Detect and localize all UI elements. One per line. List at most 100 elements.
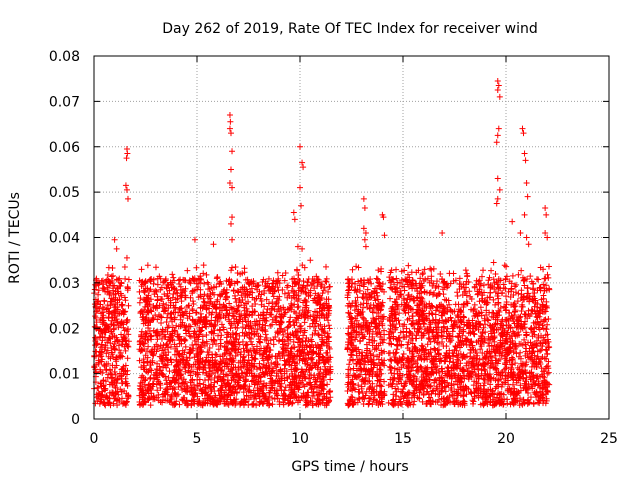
data-point: [448, 307, 455, 314]
data-point: [327, 394, 334, 401]
data-point: [100, 319, 107, 326]
data-point: [211, 327, 218, 334]
data-point: [285, 337, 292, 344]
data-point: [190, 287, 197, 294]
data-point: [106, 291, 113, 298]
data-point: [218, 332, 225, 339]
data-point: [184, 267, 191, 274]
data-point: [252, 349, 259, 356]
data-point: [145, 368, 152, 375]
data-point: [290, 338, 297, 345]
data-point: [517, 349, 524, 356]
data-point: [257, 365, 264, 372]
data-point: [109, 362, 116, 369]
data-point: [308, 365, 315, 372]
data-point: [275, 287, 282, 294]
data-point: [323, 263, 330, 270]
data-point: [159, 296, 166, 303]
data-point: [152, 264, 159, 271]
data-point: [114, 318, 121, 325]
data-point: [93, 341, 100, 348]
data-point: [167, 356, 174, 363]
data-point: [167, 395, 174, 402]
data-point: [95, 298, 102, 305]
data-point: [232, 370, 239, 377]
data-point: [122, 347, 129, 354]
data-point: [324, 381, 331, 388]
data-point: [295, 303, 302, 310]
data-point: [118, 301, 125, 308]
data-point: [98, 310, 105, 317]
data-point: [422, 276, 429, 283]
data-point: [175, 384, 182, 391]
data-point: [393, 346, 400, 353]
data-point: [106, 381, 113, 388]
data-point: [123, 328, 130, 335]
data-point: [273, 391, 280, 398]
data-point: [162, 275, 169, 282]
data-point: [426, 394, 433, 401]
data-point: [114, 376, 121, 383]
data-point: [208, 285, 215, 292]
data-point: [247, 338, 254, 345]
data-point: [197, 280, 204, 286]
data-point: [249, 341, 256, 348]
data-point: [98, 278, 105, 285]
data-point: [115, 276, 122, 283]
data-point: [91, 301, 98, 308]
data-point: [502, 365, 509, 372]
data-point: [325, 322, 332, 329]
data-point: [113, 354, 120, 361]
data-point: [118, 331, 125, 338]
data-point: [302, 338, 309, 345]
data-point: [262, 278, 269, 285]
data-point: [309, 354, 316, 361]
data-point: [195, 336, 202, 343]
data-point: [215, 346, 222, 353]
data-point: [529, 286, 536, 293]
data-point: [217, 342, 224, 349]
data-point: [114, 319, 121, 326]
data-point: [118, 280, 125, 287]
data-point: [124, 287, 131, 294]
data-point: [166, 368, 173, 375]
data-point: [450, 270, 457, 277]
data-point: [359, 294, 366, 301]
data-point: [117, 352, 124, 359]
data-point: [206, 285, 213, 292]
data-point: [327, 376, 334, 383]
data-point: [268, 311, 275, 318]
data-point: [114, 402, 121, 409]
data-point: [281, 327, 288, 334]
data-point: [294, 298, 301, 305]
data-point: [194, 383, 201, 390]
data-point: [321, 284, 328, 291]
data-point: [274, 392, 281, 399]
data-point: [452, 301, 459, 308]
data-point: [304, 279, 311, 286]
data-point: [275, 297, 282, 304]
data-point: [320, 374, 327, 381]
data-point: [97, 368, 104, 375]
data-point: [241, 302, 248, 309]
data-point: [189, 306, 196, 313]
data-point: [120, 399, 127, 406]
data-point: [203, 332, 210, 339]
data-point: [275, 338, 282, 345]
data-point: [545, 263, 552, 270]
data-point: [318, 294, 325, 301]
data-point: [95, 357, 102, 364]
data-point: [237, 314, 244, 321]
data-point: [281, 392, 288, 399]
data-point: [104, 347, 111, 354]
data-point: [187, 280, 194, 287]
data-point: [137, 295, 144, 302]
data-point: [119, 400, 126, 407]
data-point: [373, 275, 380, 282]
data-point: [104, 374, 111, 381]
data-point: [112, 294, 119, 301]
data-point: [146, 328, 153, 335]
data-point: [105, 315, 112, 322]
data-point: [313, 273, 320, 280]
data-point: [171, 304, 178, 311]
